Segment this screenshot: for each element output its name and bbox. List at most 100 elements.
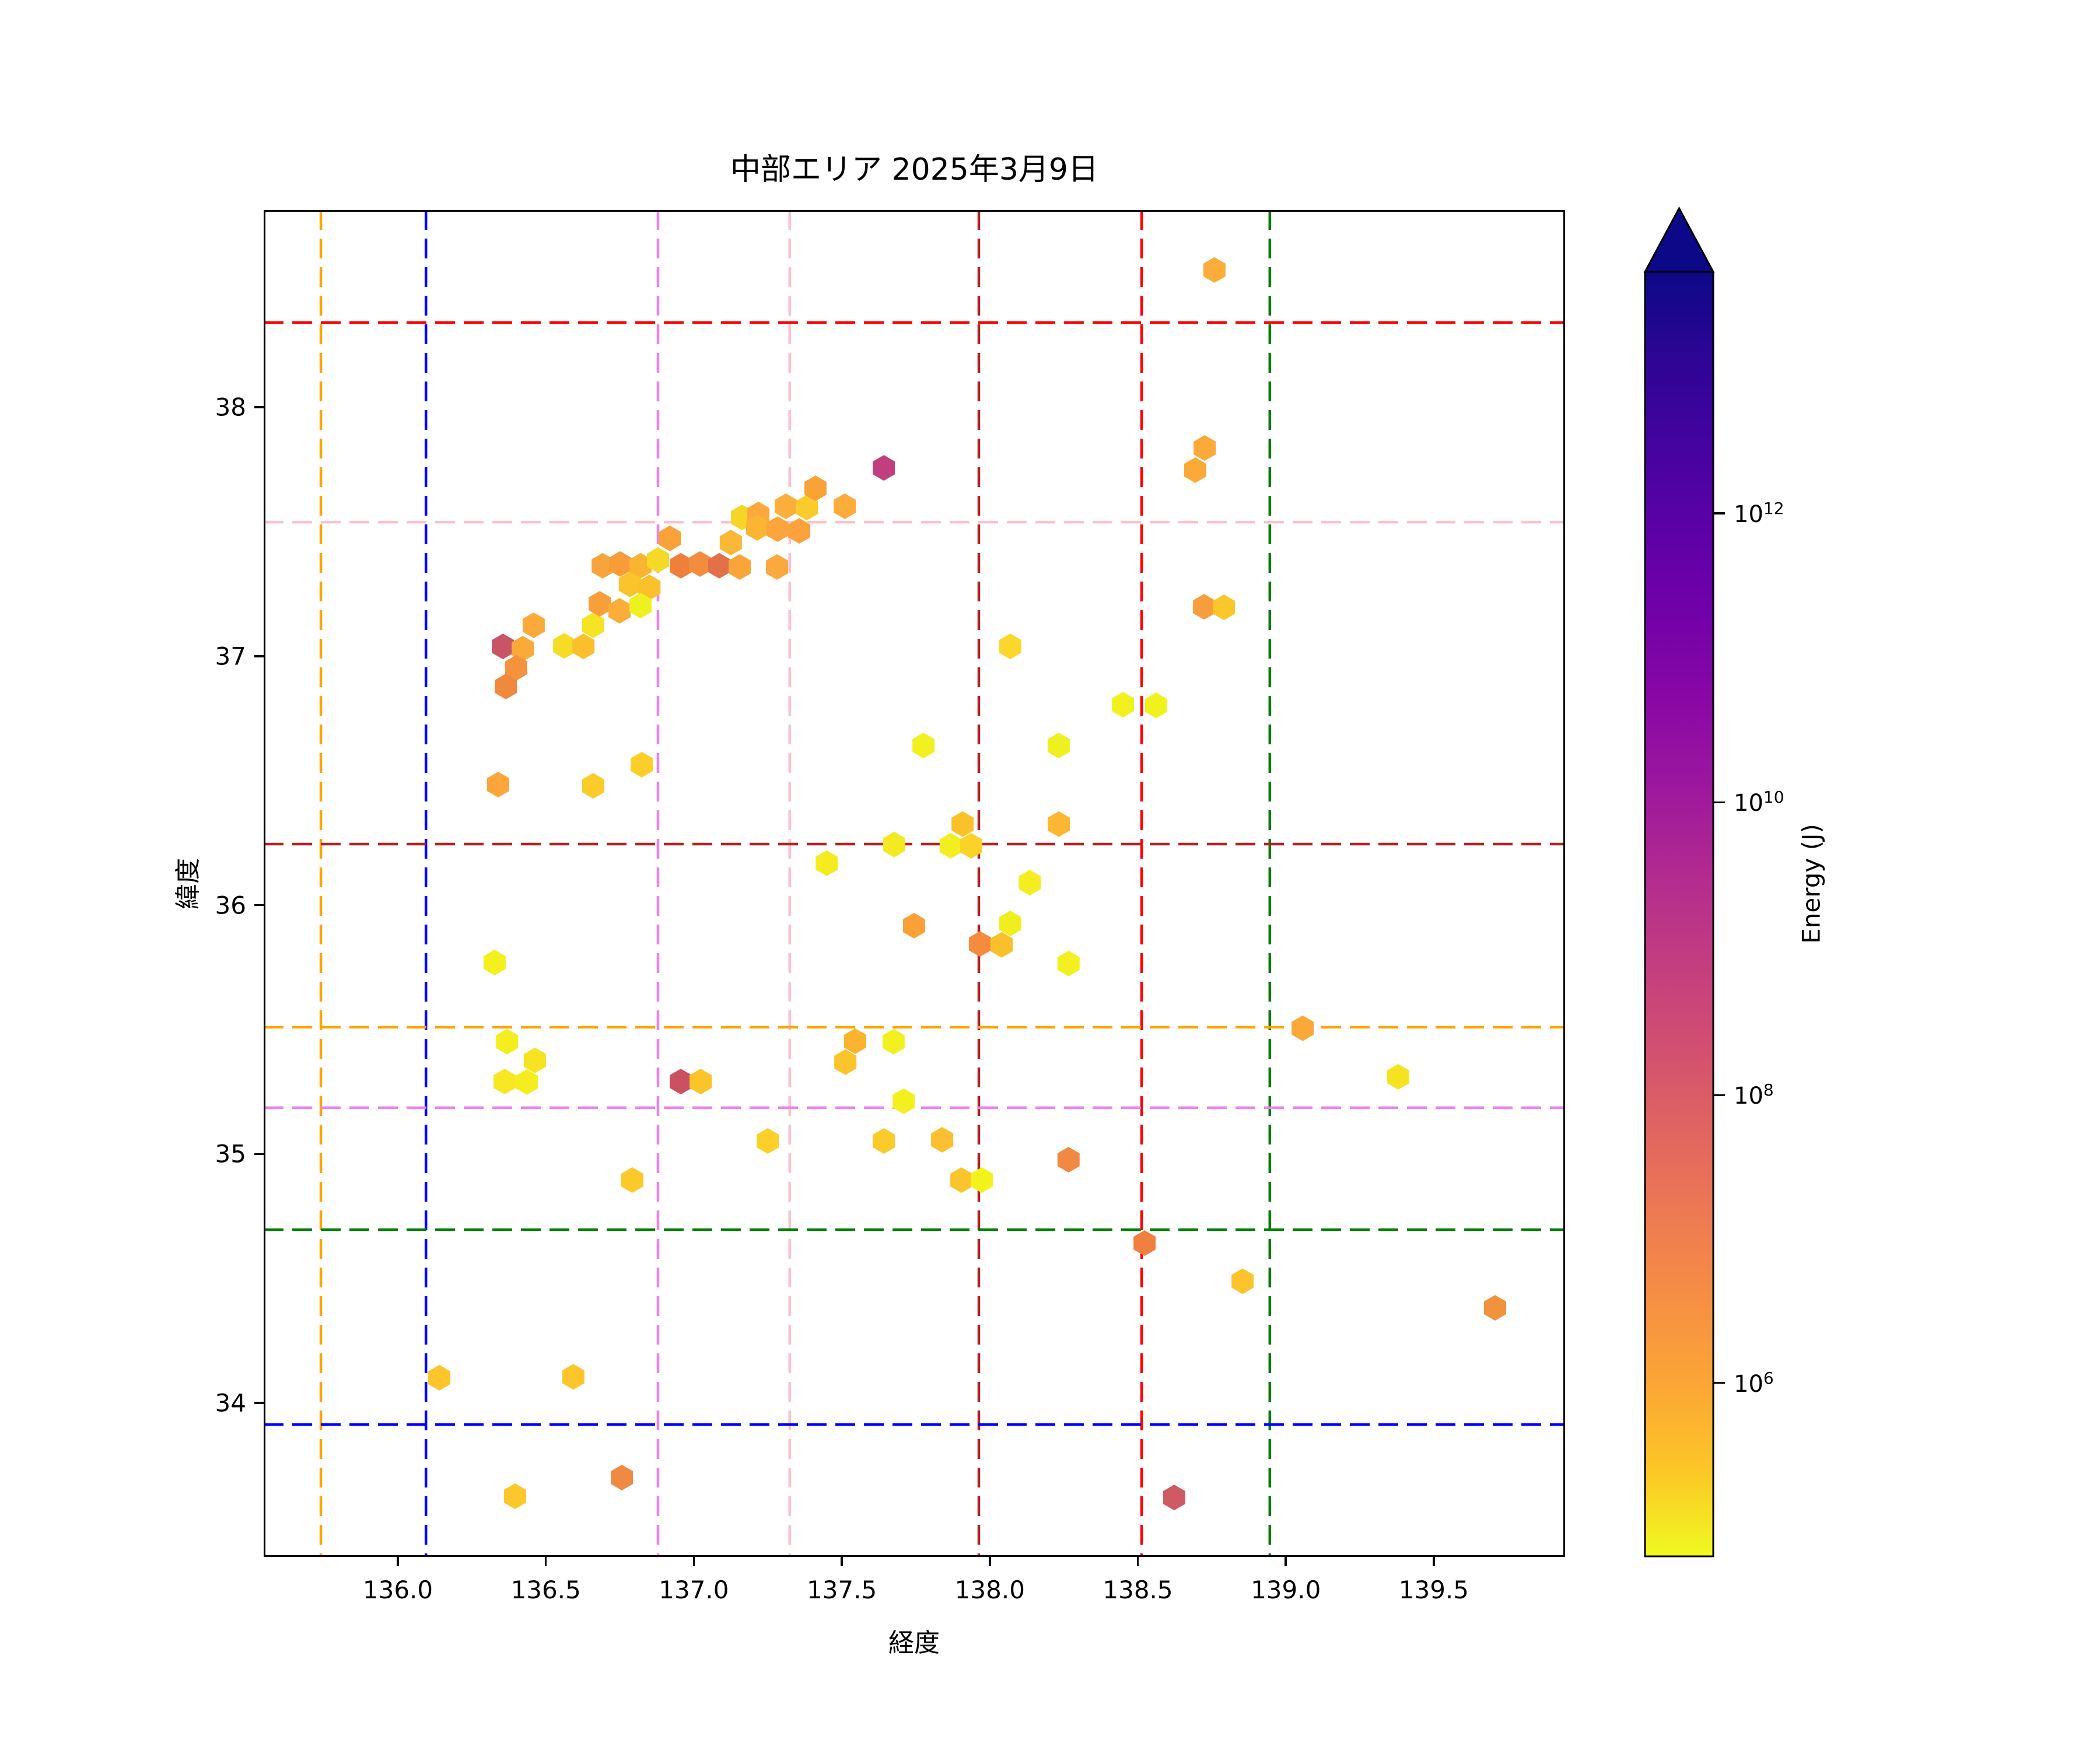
- hexbin-cell: [494, 1069, 516, 1095]
- hexbin-cell: [428, 1364, 451, 1391]
- hexbin-cell: [1048, 811, 1070, 837]
- x-tick-mark: [1433, 1557, 1435, 1566]
- hexbin-cell: [766, 516, 789, 542]
- colorbar-bar: [1644, 271, 1714, 1558]
- colorbar-extend-arrow: [1643, 206, 1715, 273]
- hexbin-cell: [1292, 1015, 1314, 1041]
- hexbin-cell: [1193, 594, 1216, 620]
- hexbin-cell: [1203, 257, 1226, 283]
- colorbar-tick-mark: [1713, 801, 1725, 804]
- y-tick-label: 38: [215, 393, 246, 422]
- hexbin-cell: [931, 1126, 954, 1153]
- x-tick-label: 137.5: [806, 1576, 877, 1604]
- hexbin-cell: [729, 554, 751, 580]
- hexbin-cell: [873, 1128, 895, 1154]
- x-tick-label: 136.0: [362, 1576, 433, 1604]
- x-tick-label: 138.0: [954, 1576, 1025, 1604]
- y-tick-label: 37: [215, 642, 246, 671]
- hexbin-cell: [1112, 691, 1135, 718]
- hexbin-cell: [659, 525, 681, 551]
- hexbin-cell: [765, 554, 788, 580]
- x-tick-label: 139.0: [1251, 1576, 1321, 1604]
- hexbin-cell: [991, 932, 1013, 958]
- hexbin-cell: [582, 612, 604, 638]
- hexbin-cell: [960, 832, 982, 859]
- hexbin-cell: [572, 634, 595, 660]
- hexbin-cell: [492, 634, 514, 660]
- hexbin-cell: [1144, 692, 1167, 719]
- hexbin-cell: [631, 751, 653, 778]
- hexbin-cell: [757, 1128, 779, 1154]
- hexbin-cell: [873, 455, 895, 481]
- hexbin-cell: [690, 1069, 712, 1095]
- x-tick-label: 137.0: [659, 1576, 729, 1604]
- hexbin-cell: [775, 493, 797, 519]
- x-tick-mark: [544, 1557, 547, 1566]
- hexbin-cell: [939, 832, 962, 859]
- hexbin-plot-area: [264, 210, 1565, 1557]
- hexbin-cell: [902, 912, 925, 939]
- hexbin-cell: [618, 571, 641, 597]
- hexbin-cell: [670, 1069, 692, 1095]
- hexbin-cell: [512, 635, 534, 662]
- hexbin-cell: [1057, 1147, 1080, 1173]
- hexbin-cell: [1483, 1294, 1506, 1321]
- hexbin-cell: [495, 673, 517, 699]
- x-tick-mark: [989, 1557, 991, 1566]
- hexbin-cell: [788, 518, 811, 544]
- hexbin-cell: [1133, 1230, 1156, 1256]
- chart-title: 中部エリア 2025年3月9日: [730, 152, 1099, 187]
- hexbin-cell: [516, 1069, 538, 1095]
- x-tick-mark: [397, 1557, 399, 1566]
- hexbin-cell: [999, 634, 1021, 660]
- colorbar-tick-label: 1010: [1734, 788, 1784, 817]
- colorbar-tick-mark: [1713, 1094, 1725, 1097]
- y-tick-mark: [254, 904, 264, 907]
- y-tick-mark: [254, 1402, 264, 1404]
- x-tick-mark: [1136, 1557, 1139, 1566]
- hexbin-cell: [523, 1047, 546, 1073]
- hexbin-cell: [834, 1049, 857, 1075]
- hexbin-cell: [670, 552, 692, 579]
- hexbin-cell: [582, 773, 604, 799]
- hexbin-cell: [638, 574, 661, 600]
- hexbin-cell: [1057, 950, 1080, 977]
- hexbin-cell: [505, 654, 527, 681]
- hexbin-cell: [611, 1465, 634, 1491]
- x-tick-mark: [1284, 1557, 1287, 1566]
- y-tick-mark: [254, 406, 264, 408]
- hexbin-cell: [1048, 732, 1070, 758]
- hexbin-cell: [629, 552, 652, 579]
- x-axis-label: 経度: [888, 1628, 940, 1658]
- hexbin-cell: [1194, 435, 1216, 461]
- hexbin-cell: [1184, 457, 1206, 483]
- y-tick-label: 36: [215, 891, 246, 919]
- colorbar-tick-mark: [1713, 1381, 1725, 1384]
- y-tick-mark: [254, 1153, 264, 1155]
- hexbin-cell: [708, 552, 731, 579]
- hexbin-cell: [844, 1028, 866, 1054]
- hexbin-cell: [503, 1483, 526, 1510]
- hexbin-cell: [1213, 594, 1236, 621]
- plot-border: [264, 210, 1565, 1557]
- colorbar-label: Energy (J): [1797, 824, 1826, 944]
- y-tick-label: 35: [215, 1139, 246, 1168]
- x-tick-label: 138.5: [1102, 1576, 1173, 1604]
- hexbin-cell: [522, 612, 545, 638]
- hexbin-cell: [487, 771, 510, 797]
- hexbin-cell: [950, 1167, 973, 1194]
- hexbin-cell: [1163, 1485, 1185, 1511]
- x-tick-label: 139.5: [1398, 1576, 1469, 1604]
- hexbin-cell: [969, 931, 992, 957]
- hexbin-cell: [999, 911, 1021, 937]
- x-tick-mark: [841, 1557, 843, 1566]
- hexbin-cell: [609, 551, 632, 577]
- y-tick-mark: [254, 655, 264, 657]
- colorbar: [1643, 206, 1715, 1558]
- hexbin-cell: [553, 633, 576, 659]
- hexbin-cell: [804, 475, 827, 502]
- colorbar-tick-mark: [1713, 512, 1725, 514]
- hexbin-cell: [562, 1364, 584, 1390]
- hexbin-cell: [629, 593, 652, 619]
